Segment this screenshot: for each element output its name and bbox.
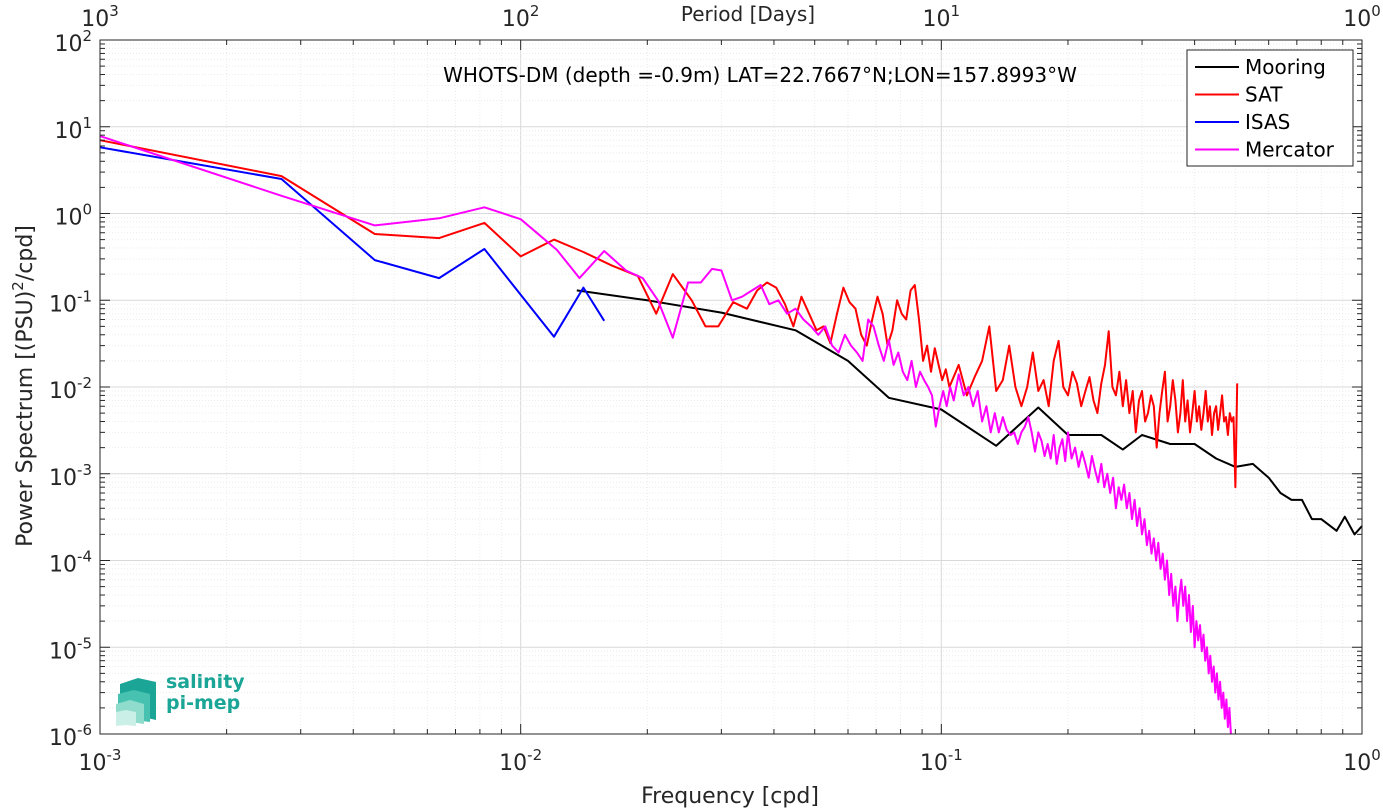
legend-label-isas: ISAS	[1245, 110, 1290, 134]
series-lines	[99, 135, 1363, 735]
y-axis-label-main: Power Spectrum [(PSU)	[13, 291, 38, 547]
legend-box	[1186, 49, 1354, 167]
x-tick-label: 100	[1343, 746, 1381, 776]
y-tick-label: 10-2	[49, 374, 92, 404]
y-axis-label: Power Spectrum [(PSU)2/cpd]	[9, 225, 38, 547]
tick-marks	[99, 40, 1362, 735]
series-line-isas	[99, 146, 606, 338]
logo-line-2: pi-mep	[166, 692, 241, 714]
y-tick-label: 100	[54, 201, 92, 231]
legend: Mooring SAT ISAS Mercator	[1186, 49, 1354, 167]
logo-mark-icon	[116, 678, 156, 726]
y-axis-label-unit: /cpd]	[13, 225, 38, 281]
chart-title: WHOTS-DM (depth =-0.9m) LAT=22.7667°N;LO…	[443, 63, 1077, 87]
y-axis-label-exponent: 2	[9, 281, 27, 291]
top-tick-label: 101	[923, 2, 961, 32]
legend-label-mooring: Mooring	[1245, 55, 1326, 79]
x-tick-label: 10-1	[920, 746, 963, 776]
top-tick-label: 100	[1343, 2, 1381, 32]
top-tick-label: 102	[502, 2, 540, 32]
legend-label-sat: SAT	[1245, 83, 1283, 107]
x-tick-label: 10-3	[79, 746, 122, 776]
series-line-mercator	[99, 135, 1232, 735]
y-tick-label: 102	[54, 27, 92, 57]
y-tick-label: 101	[54, 114, 92, 144]
logo-line-1: salinity	[166, 671, 245, 693]
y-tick-label: 10-5	[49, 634, 92, 664]
y-tick-label: 10-4	[49, 548, 92, 578]
x-axis-label: Frequency [cpd]	[641, 784, 819, 809]
legend-label-mercator: Mercator	[1245, 138, 1335, 162]
grid	[99, 40, 1362, 735]
logo-text: salinity pi-mep	[166, 672, 245, 714]
series-line-mooring	[576, 289, 1363, 536]
top-axis-label: Period [Days]	[681, 2, 815, 26]
y-tick-label: 10-1	[49, 287, 92, 317]
series-line-sat	[99, 139, 1239, 489]
y-tick-label: 10-3	[49, 461, 92, 491]
salinity-pi-mep-logo: salinity pi-mep	[116, 670, 256, 726]
top-tick-label: 103	[81, 2, 119, 32]
y-tick-label: 10-6	[49, 721, 92, 751]
x-tick-label: 10-2	[499, 746, 542, 776]
